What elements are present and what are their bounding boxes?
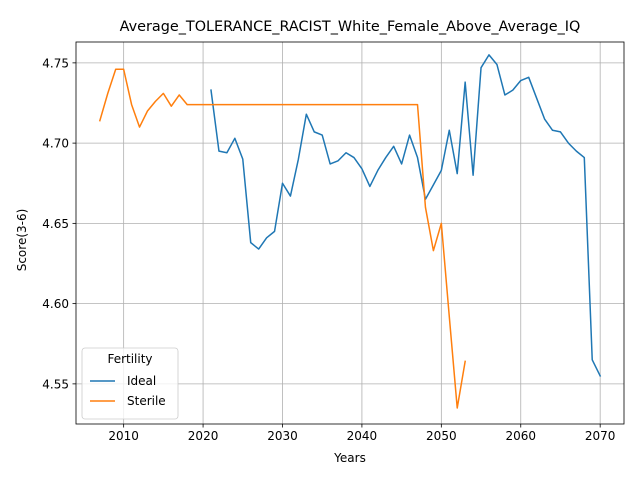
x-tick-label: 2030 <box>267 429 298 443</box>
x-tick-label: 2010 <box>108 429 139 443</box>
chart-title: Average_TOLERANCE_RACIST_White_Female_Ab… <box>120 19 581 35</box>
y-axis-ticks: 4.55 4.60 4.65 4.70 4.75 <box>42 56 76 391</box>
y-tick-label: 4.65 <box>42 217 69 231</box>
y-tick-label: 4.60 <box>42 297 69 311</box>
legend-label-sterile: Sterile <box>127 394 166 408</box>
y-axis-label: Score(3-6) <box>15 209 29 272</box>
series-lines <box>98 54 602 409</box>
x-axis-ticks: 2010 2020 2030 2040 2050 2060 2070 <box>108 424 615 443</box>
legend-label-ideal: Ideal <box>127 374 156 388</box>
plot-frame <box>75 41 625 425</box>
x-tick-label: 2020 <box>188 429 219 443</box>
x-tick-label: 2070 <box>585 429 616 443</box>
x-tick-label: 2040 <box>347 429 378 443</box>
series-line-ideal <box>210 54 602 377</box>
y-tick-label: 4.70 <box>42 137 69 151</box>
x-tick-label: 2050 <box>426 429 457 443</box>
legend-title: Fertility <box>107 352 152 366</box>
legend: Fertility Ideal Sterile <box>81 347 179 420</box>
x-axis-label: Years <box>333 451 366 465</box>
series-line-sterile <box>98 68 467 409</box>
x-tick-label: 2060 <box>505 429 536 443</box>
y-tick-label: 4.75 <box>42 56 69 70</box>
y-tick-label: 4.55 <box>42 377 69 391</box>
